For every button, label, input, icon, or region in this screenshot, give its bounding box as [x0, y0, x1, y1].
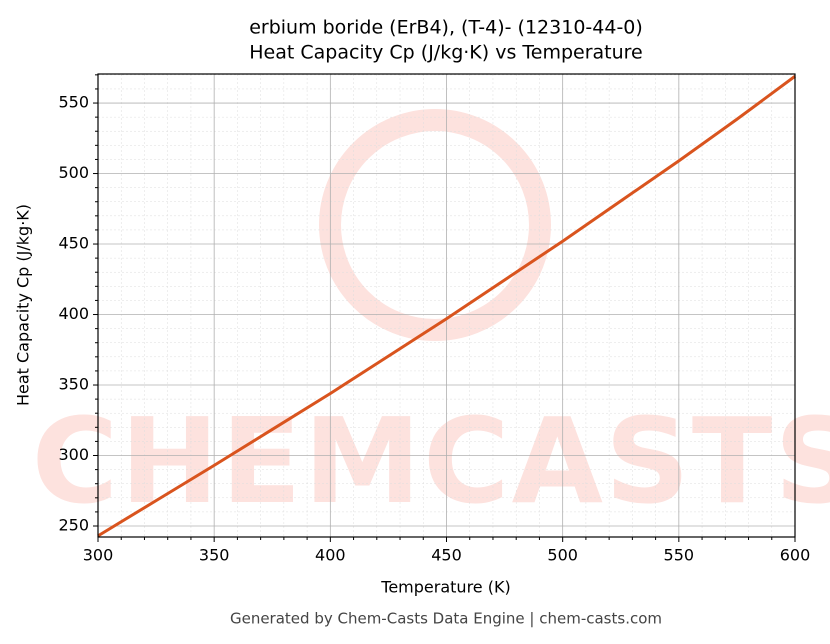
y-tick-label: 300	[58, 445, 89, 464]
data-line	[97, 75, 796, 538]
y-tick-label: 550	[58, 93, 89, 112]
chart-subtitle: Heat Capacity Cp (J/kg·K) vs Temperature	[249, 42, 643, 64]
y-tick-label: 250	[58, 516, 89, 535]
y-tick-label: 350	[58, 375, 89, 394]
watermark: CHEMCASTS	[32, 392, 830, 530]
x-tick-label: 300	[83, 546, 114, 565]
x-tick-label: 600	[780, 546, 811, 565]
y-tick-label: 500	[58, 163, 89, 182]
plot-frame	[97, 73, 796, 538]
y-tick-label: 450	[58, 234, 89, 253]
x-tick-label: 550	[664, 546, 695, 565]
chart-title: erbium boride (ErB4), (T-4)- (12310-44-0…	[249, 17, 643, 39]
x-tick-label: 500	[547, 546, 578, 565]
x-tick-label: 350	[199, 546, 230, 565]
x-tick-label: 400	[315, 546, 346, 565]
x-axis-label: Temperature (K)	[380, 578, 510, 597]
footer: Generated by Chem-Casts Data Engine | ch…	[230, 610, 662, 628]
watermark-logo	[319, 109, 551, 341]
y-axis-label: Heat Capacity Cp (J/kg·K)	[14, 204, 33, 406]
x-tick-label: 450	[431, 546, 462, 565]
y-tick-label: 400	[58, 304, 89, 323]
